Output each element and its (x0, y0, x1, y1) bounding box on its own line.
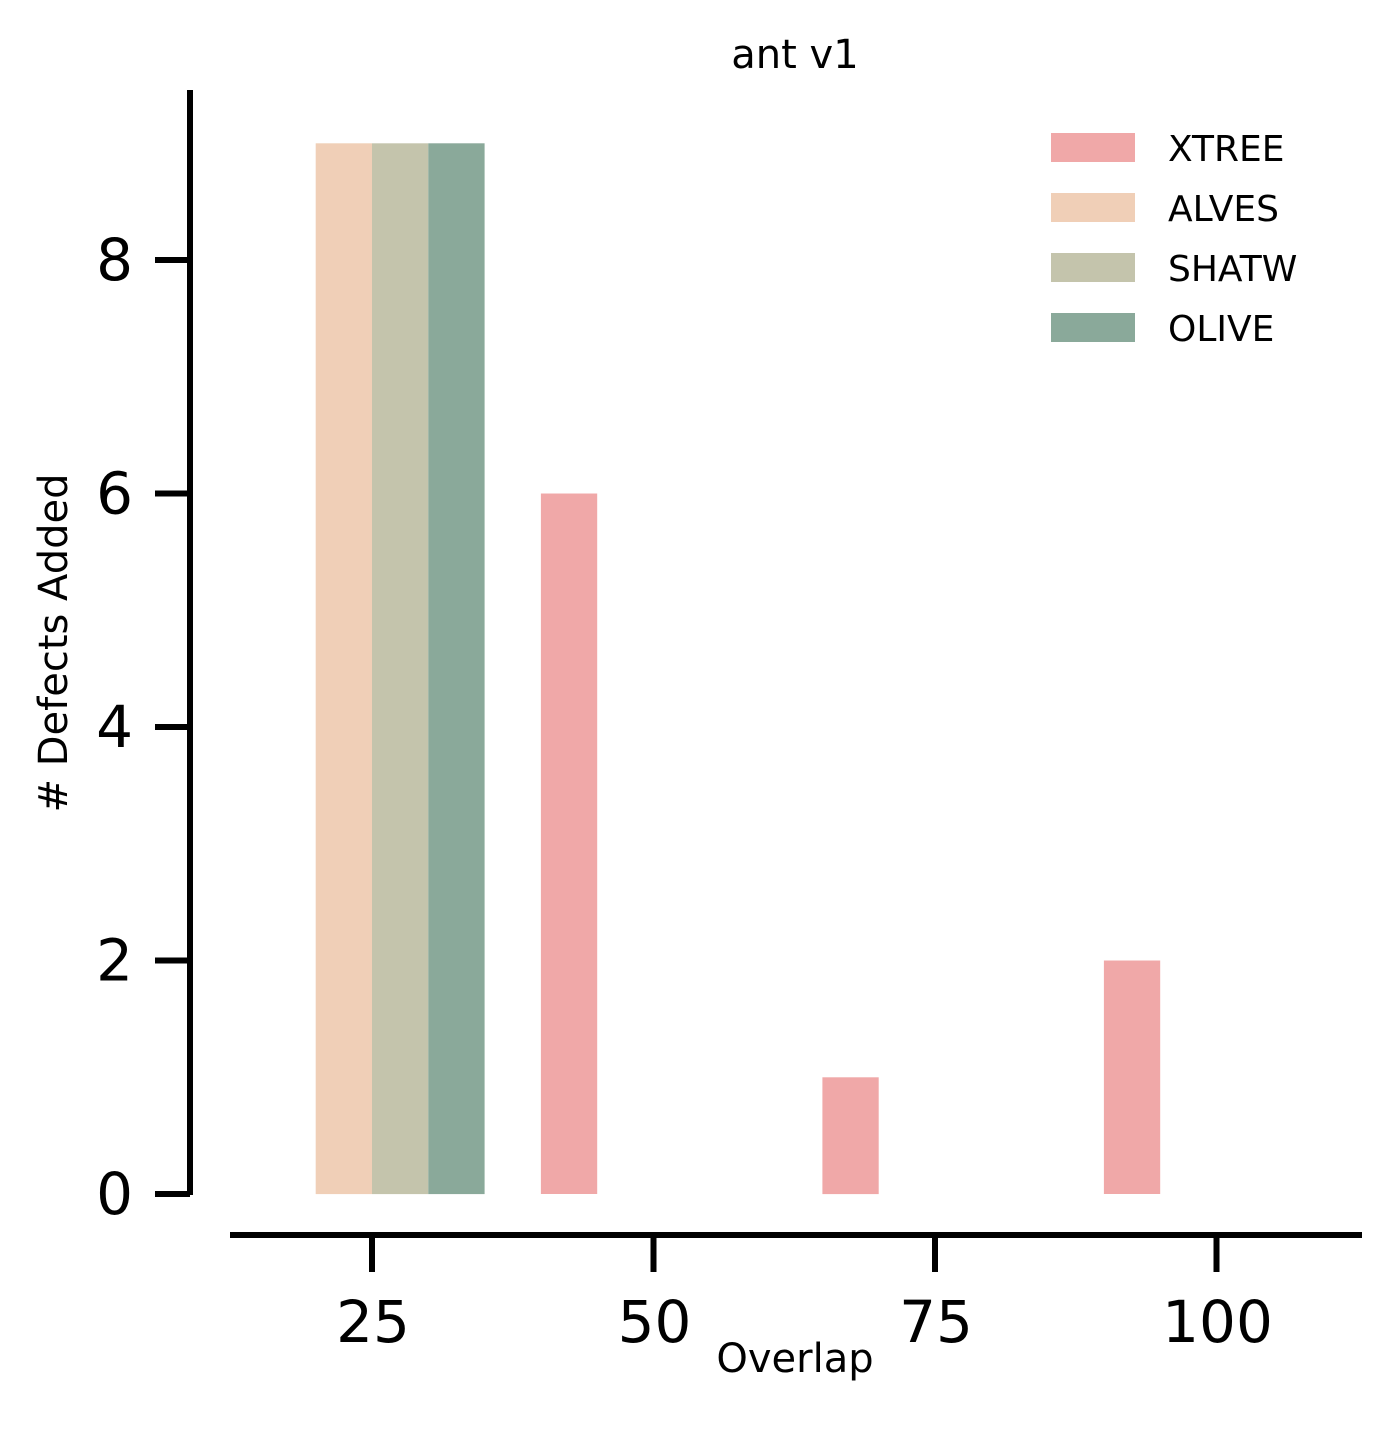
bar-alves-0 (315, 143, 372, 1195)
bars-group (315, 143, 1161, 1195)
bar-xtree-1 (822, 1077, 879, 1195)
legend-label-alves: ALVES (1168, 189, 1279, 230)
y-tick-label: 6 (96, 460, 133, 528)
bar-olive-0 (428, 143, 485, 1195)
legend-swatch-xtree (1051, 133, 1135, 162)
legend-swatch-shatw (1051, 253, 1135, 282)
x-axis-label: Overlap (716, 1336, 873, 1382)
legend-label-xtree: XTREE (1168, 129, 1285, 170)
legend-swatch-alves (1051, 193, 1135, 222)
y-tick-label: 2 (96, 927, 133, 995)
bar-xtree-2 (1103, 960, 1161, 1194)
legend: XTREE ALVES SHATW OLIVE (1051, 129, 1297, 350)
x-tick-label: 100 (1162, 1288, 1273, 1356)
y-tick-label: 4 (96, 693, 133, 761)
y-axis-label: # Defects Added (31, 473, 77, 812)
chart-title: ant v1 (731, 32, 858, 78)
x-tick-label: 75 (899, 1288, 973, 1356)
x-tick-label: 25 (336, 1288, 410, 1356)
bar-shatw-0 (372, 143, 429, 1195)
y-axis: 0 2 4 6 8 (96, 90, 193, 1228)
x-ticks: 25 50 75 100 (336, 1235, 1273, 1356)
y-tick-label: 8 (96, 226, 133, 294)
legend-label-olive: OLIVE (1168, 309, 1274, 350)
y-ticks: 0 2 4 6 8 (96, 226, 190, 1228)
bar-xtree-0 (540, 493, 598, 1194)
x-axis: 25 50 75 100 (230, 1232, 1362, 1356)
legend-label-shatw: SHATW (1168, 249, 1297, 290)
x-tick-label: 50 (618, 1288, 692, 1356)
legend-swatch-olive (1051, 313, 1135, 342)
y-tick-label: 0 (96, 1160, 133, 1228)
